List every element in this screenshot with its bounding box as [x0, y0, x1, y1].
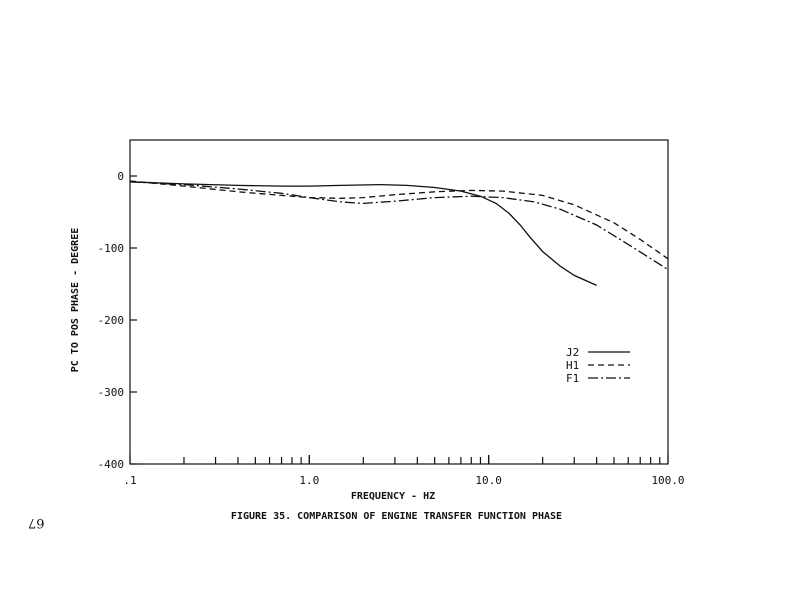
y-tick-label: -200 — [98, 314, 125, 327]
x-tick-label: 100.0 — [651, 474, 684, 487]
y-tick-label: -300 — [98, 386, 125, 399]
plot-frame — [129, 139, 669, 465]
figure-caption: FIGURE 35. COMPARISON OF ENGINE TRANSFER… — [230, 511, 563, 522]
x-tick-label: 1.0 — [299, 474, 319, 487]
x-axis: .1 1.0 10.0 100.0 — [123, 455, 685, 487]
y-tick-label: -100 — [98, 242, 125, 255]
y-axis-title-text: PC TO POS PHASE - DEGREE — [70, 228, 81, 373]
y-axis-title: PC TO POS PHASE - DEGREE — [70, 228, 81, 373]
x-axis-title: FREQUENCY - HZ — [351, 491, 435, 502]
series-line-f1 — [129, 181, 669, 271]
x-tick-label: .1 — [123, 474, 136, 487]
page-number: 67 — [28, 515, 45, 530]
y-axis: 0 -100 -200 -300 -400 — [98, 170, 137, 471]
legend-label: H1 — [566, 359, 579, 372]
legend-label: J2 — [566, 346, 579, 359]
series-layer — [129, 180, 669, 286]
y-tick-label: -400 — [98, 458, 125, 471]
legend-label: F1 — [566, 372, 579, 385]
x-tick-label: 10.0 — [475, 474, 502, 487]
y-tick-label: 0 — [117, 170, 124, 183]
series-line-h1 — [129, 180, 669, 260]
